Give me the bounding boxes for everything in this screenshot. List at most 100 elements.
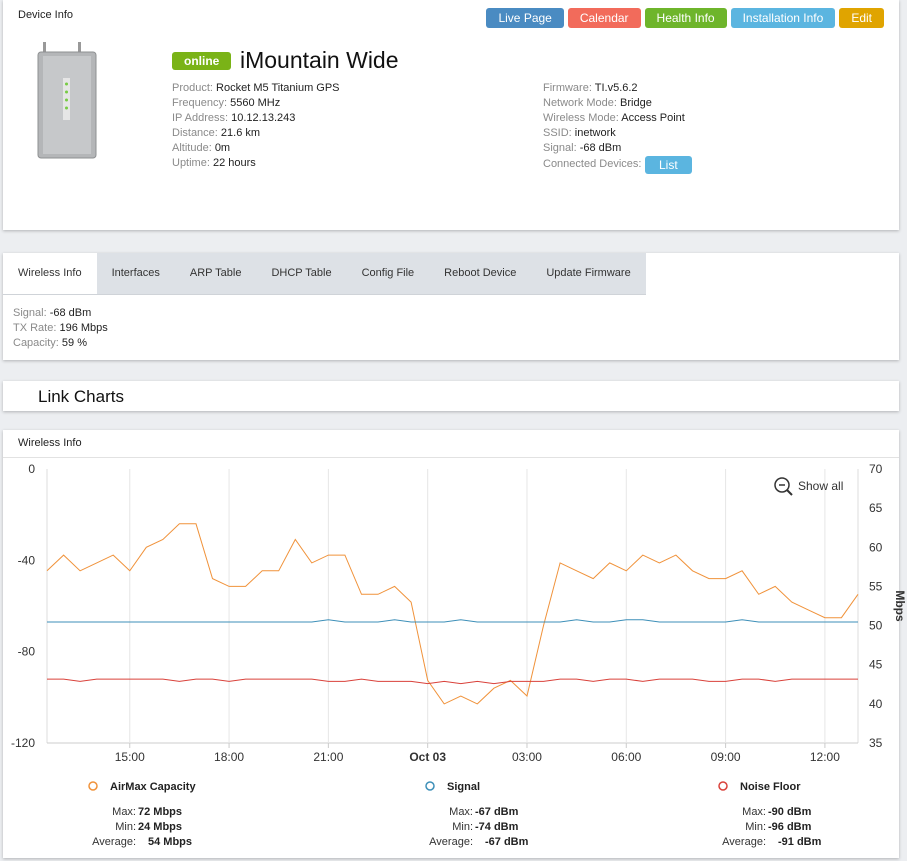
x-tick-label: 09:00 <box>711 750 741 764</box>
legend-label[interactable]: Signal <box>447 781 480 793</box>
legend-label[interactable]: AirMax Capacity <box>110 781 196 793</box>
field-label: Capacity: <box>13 337 59 349</box>
legend-marker[interactable] <box>718 781 728 791</box>
panel-title: Device Info <box>18 9 74 21</box>
field-row: IP Address: 10.12.13.243 <box>172 111 340 126</box>
header-button[interactable]: Installation Info <box>730 8 836 28</box>
y-tick-label: -80 <box>18 645 36 659</box>
tab-bar: Wireless Info Interfaces ARP Table DHCP Tab… <box>3 253 646 295</box>
x-tick-label: Oct 03 <box>409 750 446 764</box>
field-value: 5560 MHz <box>230 97 281 109</box>
field-row: Firmware: TI.v5.6.2 <box>543 81 685 96</box>
field-label: Signal: <box>543 142 577 154</box>
field-value: Rocket M5 Titanium GPS <box>216 82 340 94</box>
field-label: Firmware: <box>543 82 592 94</box>
device-name: iMountain Wide <box>240 47 399 73</box>
field-value: inetwork <box>574 127 616 139</box>
field-label: Frequency: <box>172 97 228 109</box>
field-label: TX Rate: <box>13 322 57 334</box>
field-value: 10.12.13.243 <box>231 112 296 124</box>
x-tick-label: 03:00 <box>512 750 542 764</box>
zoom-label[interactable]: Show all <box>798 479 843 493</box>
tab[interactable]: ARP Table <box>189 267 242 279</box>
field-label: Altitude: <box>172 142 212 154</box>
field-row: Wireless Mode: Access Point <box>543 111 685 126</box>
series-line <box>47 678 858 685</box>
field-row: Product: Rocket M5 Titanium GPS <box>172 81 340 96</box>
tab[interactable]: Update Firmware <box>546 267 631 279</box>
field-label: Product: <box>172 82 213 94</box>
tabs-panel: Wireless Info Interfaces ARP Table DHCP Tab… <box>3 253 899 360</box>
series-line <box>46 523 859 705</box>
stat-value: 24 Mbps <box>138 821 182 833</box>
stat-label: Average: <box>429 836 473 848</box>
stat-value: -96 dBm <box>768 821 812 833</box>
field-row: Signal: -68 dBm <box>543 141 685 156</box>
field-row: Frequency: 5560 MHz <box>172 96 340 111</box>
stat-value: 54 Mbps <box>148 836 192 848</box>
y-tick-label: -120 <box>11 736 35 750</box>
series-line <box>47 619 858 623</box>
field-label: Uptime: <box>172 157 210 169</box>
field-value: TI.v5.6.2 <box>594 82 638 94</box>
field-row: Uptime: 22 hours <box>172 156 340 171</box>
chart-title: Wireless Info <box>18 437 82 449</box>
header-button[interactable]: Live Page <box>486 8 564 28</box>
legend-label[interactable]: Noise Floor <box>740 781 801 793</box>
field-label: Network Mode: <box>543 97 617 109</box>
field-value: Bridge <box>620 97 652 109</box>
field-value: 196 Mbps <box>59 322 108 334</box>
field-label: IP Address: <box>172 112 229 124</box>
status-badge: online <box>172 52 232 70</box>
list-button[interactable]: List <box>645 156 692 174</box>
field-label: Wireless Mode: <box>543 112 619 124</box>
x-tick-label: 06:00 <box>611 750 641 764</box>
y2-tick-label: 50 <box>869 619 883 633</box>
y2-tick-label: 35 <box>869 736 883 750</box>
divider <box>3 457 899 458</box>
stat-value: -91 dBm <box>778 836 822 848</box>
legend-marker[interactable] <box>88 781 98 791</box>
tab[interactable]: DHCP Table <box>271 267 332 279</box>
field-value: 22 hours <box>212 157 256 169</box>
zoom-icon[interactable] <box>774 477 790 493</box>
y2-tick-label: 60 <box>869 540 883 554</box>
field-row: Network Mode: Bridge <box>543 96 685 111</box>
x-tick-label: 18:00 <box>214 750 244 764</box>
header-button[interactable]: Edit <box>839 8 884 28</box>
y2-tick-label: 45 <box>869 658 883 672</box>
stat-value: -74 dBm <box>475 821 519 833</box>
header-button[interactable]: Calendar <box>567 8 641 28</box>
legend-marker[interactable] <box>425 781 435 791</box>
field-label: SSID: <box>543 127 572 139</box>
header-button[interactable]: Health Info <box>644 8 727 28</box>
field-value: Access Point <box>621 112 685 124</box>
tab[interactable]: Interfaces <box>111 267 160 279</box>
field-row: Capacity: 59 % <box>13 336 108 351</box>
device-panel: Device Info Live Page Calendar Health Info… <box>3 0 899 230</box>
stat-value: 72 Mbps <box>138 806 182 818</box>
tab[interactable]: Reboot Device <box>444 267 517 279</box>
x-tick-label: 15:00 <box>115 750 145 764</box>
tab-fields: Signal: -68 dBm TX Rate: 196 Mbps Capacity… <box>13 306 108 351</box>
stat-label: Max: <box>449 806 473 818</box>
y-tick-label: -40 <box>18 553 36 567</box>
tab[interactable]: Wireless Info <box>3 253 97 294</box>
field-value: 21.6 km <box>220 127 261 139</box>
zoom-icon[interactable] <box>786 489 793 496</box>
stat-value: -90 dBm <box>768 806 812 818</box>
stat-label: Min: <box>115 821 136 833</box>
y2-axis-label: Mbps <box>893 590 907 622</box>
field-row: SSID: inetwork <box>543 126 685 141</box>
right-fields: Firmware: TI.v5.6.2 Network Mode: Bridge W… <box>543 81 685 156</box>
field-row: Signal: -68 dBm <box>13 306 108 321</box>
tab[interactable]: Config File <box>361 267 415 279</box>
field-label: Connected Devices: <box>543 158 642 170</box>
x-tick-label: 21:00 <box>313 750 343 764</box>
stat-value: -67 dBm <box>475 806 519 818</box>
y-tick-label: 0 <box>28 462 35 476</box>
y2-tick-label: 65 <box>869 501 883 515</box>
x-tick-label: 12:00 <box>810 750 840 764</box>
